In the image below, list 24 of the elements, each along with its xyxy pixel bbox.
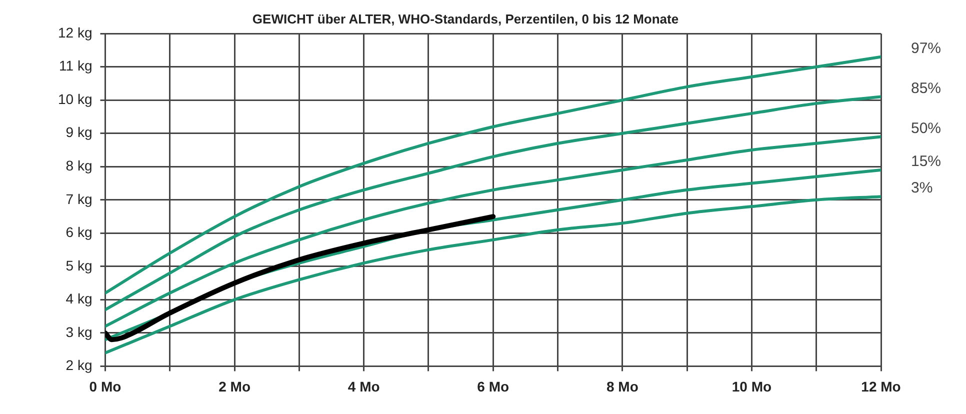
y-tick-label: 2 kg [66,357,92,374]
x-tick-label: 8 Mo [606,378,638,394]
x-tick-label: 12 Mo [861,378,901,394]
text: 97% [911,40,942,58]
y-tick-label: 3 kg [66,324,92,340]
y-tick-label: 12 kg [58,24,92,40]
y-tick-label: 6 kg [66,224,92,240]
x-tick-label: 4 Mo [348,378,380,394]
y-tick-label: 4 kg [66,290,92,307]
x-tick-label: 0 Mo [89,378,122,394]
y-tick-label: 8 kg [66,158,92,174]
x-tick-label: 10 Mo [732,378,772,394]
chart-title: GEWICHT über ALTER, WHO-Standards, Perzentilen, 0 bis 12 Monate [252,11,679,26]
x-tick-label: 6 Mo [477,378,510,394]
y-tick-label: 7 kg [66,190,92,207]
text: 85% [911,80,942,97]
y-tick-label: 5 kg [66,257,92,274]
y-tick-label: 10 kg [58,90,92,107]
text: 15% [911,153,942,170]
text: 3% [911,180,933,197]
x-tick-label: 2 Mo [218,378,250,394]
y-tick-label: 9 kg [66,124,92,140]
y-tick-label: 11 kg [59,58,92,74]
text: 50% [911,120,942,137]
